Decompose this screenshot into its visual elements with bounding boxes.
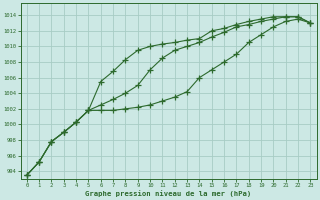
X-axis label: Graphe pression niveau de la mer (hPa): Graphe pression niveau de la mer (hPa) [85, 190, 252, 197]
